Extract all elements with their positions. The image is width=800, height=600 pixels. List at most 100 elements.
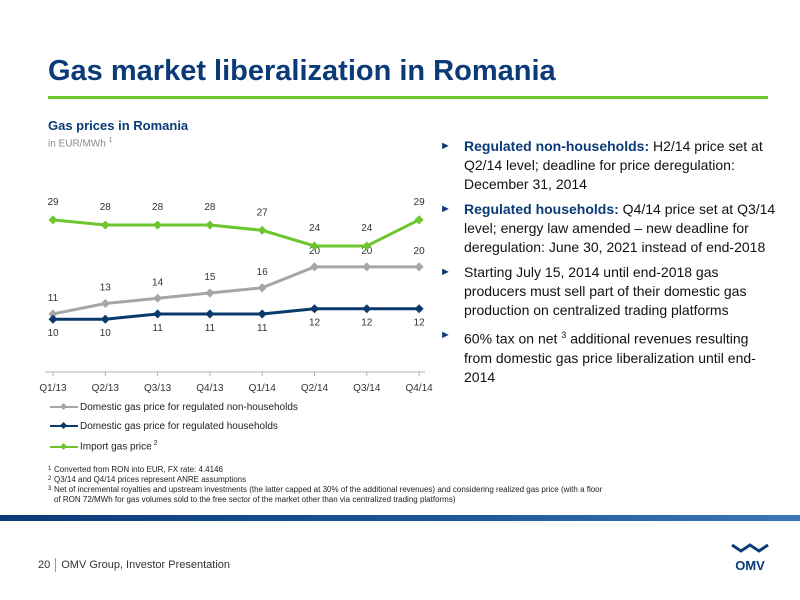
data-label: 24 [361,223,373,234]
data-point [414,304,424,314]
data-label: 12 [361,318,373,329]
legend-label-note: 2 [151,440,158,447]
footnote: 2 Q3/14 and Q4/14 prices represent ANRE a… [48,475,608,485]
data-point [48,215,58,225]
x-tick-label: Q1/14 [249,383,277,394]
data-label: 12 [414,318,426,329]
bullet-text: Q4/14 price set at Q3/14 level; energy l… [464,201,776,255]
arrow-bullet-icon: ► [440,203,451,215]
legend-swatch [50,402,78,412]
footnote-mark: 3 [48,486,52,492]
data-label: 27 [257,207,269,218]
omv-logo: OMV [731,543,769,573]
data-label: 11 [152,323,163,334]
data-label: 28 [204,202,216,213]
footer-separator [55,558,57,572]
data-point [309,304,320,314]
page-title: Gas market liberalization in Romania [48,55,556,87]
footnote-text: Net of incremental royalties and upstrea… [54,485,603,504]
footnote-text: Converted from RON into EUR, FX rate: 4.… [54,465,223,474]
chart-subtitle: in EUR/MWh 1 [48,137,112,149]
data-label: 10 [100,328,112,339]
x-tick-label: Q1/13 [39,383,67,394]
arrow-bullet-icon: ► [440,266,451,278]
data-label: 29 [47,197,59,208]
logo-wordmark: OMV [735,558,765,573]
footer: 20 OMV Group, Investor Presentation [38,558,230,572]
bullet-item: ► Starting July 15, 2014 until end-2018 g… [440,263,780,320]
data-label: 29 [414,197,426,208]
data-point [414,262,424,272]
bullet-text: H2/14 price set at Q2/14 level; deadline… [464,138,763,192]
legend-label: Domestic gas price for regulated househo… [80,421,278,432]
title-underline [48,96,768,99]
data-point [257,283,267,293]
bullet-item: ► Regulated households: Q4/14 price set a… [440,200,780,257]
data-point [100,314,110,324]
data-label: 15 [204,272,216,283]
data-label: 16 [257,267,269,278]
chart-subtitle-text: in EUR/MWh [48,138,106,150]
bullet-heading: Regulated households: [464,201,619,217]
data-point [153,293,163,303]
data-label: 20 [361,246,373,257]
data-label: 28 [152,202,164,213]
series-line [52,265,420,316]
data-point [48,314,58,324]
data-label: 11 [205,323,216,334]
bullet-list: ► Regulated non-households: H2/14 price s… [440,137,780,393]
data-label: 11 [48,293,59,304]
bullet-item: ► 60% tax on net 3 additional revenues re… [440,326,780,387]
data-point [362,262,372,272]
data-point [257,225,267,235]
data-label: 20 [309,246,321,257]
footnote-mark: 1 [48,466,52,472]
data-point [153,220,163,230]
x-tick-label: Q3/14 [353,383,381,394]
legend-swatch [50,442,78,452]
footnotes: 1 Converted from RON into EUR, FX rate: 4… [48,465,608,505]
data-point [100,298,110,309]
data-label: 11 [257,323,268,334]
footnote: 3 Net of incremental royalties and upstre… [48,485,608,505]
bullet-text: 60% tax on net [464,330,562,347]
data-point [100,220,110,230]
data-label: 12 [309,318,321,329]
data-point [205,220,215,230]
chart-title: Gas prices in Romania [48,118,189,133]
bullet-text-continued: additional revenues resulting from domes… [464,330,756,385]
legend-entry: Import gas price 2 [50,440,158,452]
data-label: 20 [414,246,426,257]
data-label: 24 [309,223,321,234]
bullet-text: Starting July 15, 2014 until end-2018 ga… [464,264,747,318]
data-point [205,309,215,319]
footer-text: OMV Group, Investor Presentation [61,558,230,571]
legend-swatch [50,421,78,431]
data-point [362,304,372,314]
footer-band [0,515,800,521]
data-point [362,241,372,251]
bullet-item: ► Regulated non-households: H2/14 price s… [440,137,780,194]
data-point [205,288,215,298]
footnote-mark: 2 [48,476,52,482]
legend-label: Domestic gas price for regulated non-hou… [80,402,298,413]
arrow-bullet-icon: ► [440,329,451,341]
data-label: 13 [100,283,112,294]
bullet-footnote-mark: 3 [561,330,567,340]
x-tick-label: Q2/13 [92,383,120,394]
data-point [309,262,320,272]
series-line [53,307,420,321]
series-line [52,218,420,248]
legend-label: Import gas price [80,441,152,453]
data-label: 28 [100,202,112,213]
data-point [257,309,267,319]
arrow-bullet-icon: ► [440,140,451,152]
x-tick-label: Q2/14 [301,383,329,394]
x-tick-label: Q4/14 [405,383,433,394]
data-label: 10 [47,328,59,339]
data-point [153,309,163,319]
data-label: 14 [152,277,164,288]
legend-entry: Domestic gas price for regulated non-hou… [50,402,298,413]
bullet-heading: Regulated non-households: [464,138,650,154]
page-number: 20 [38,558,51,571]
